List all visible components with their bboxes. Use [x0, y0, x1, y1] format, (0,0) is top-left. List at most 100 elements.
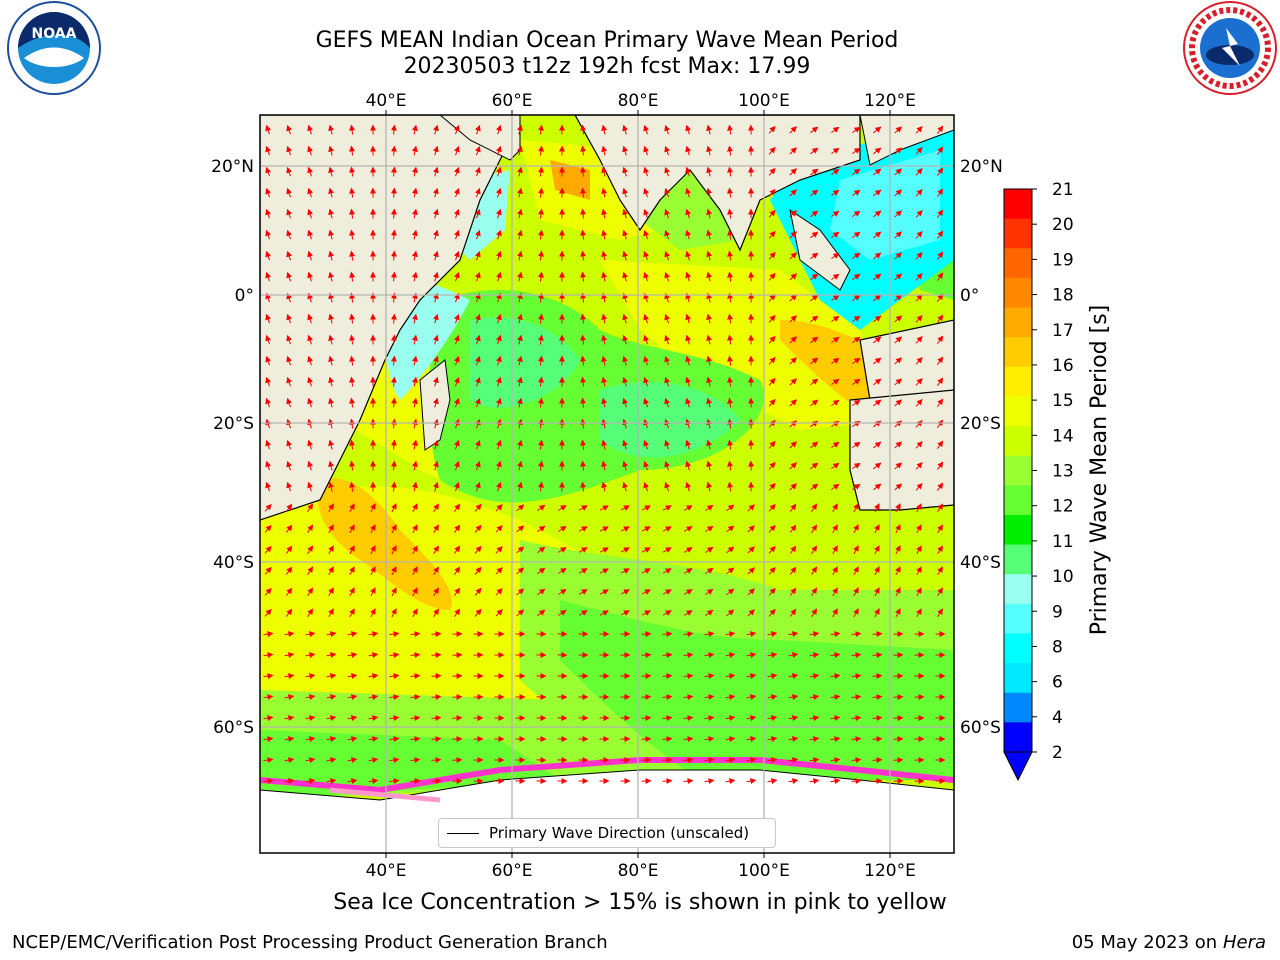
wave-arrow — [601, 250, 608, 261]
wave-arrow — [727, 334, 734, 345]
wave-arrow — [495, 376, 502, 387]
wave-arrow — [851, 778, 862, 785]
wave-arrow — [537, 504, 546, 512]
wave-arrow — [685, 229, 692, 240]
wave-arrow — [768, 524, 776, 533]
wave-arrow — [368, 673, 379, 680]
wave-arrow — [286, 229, 293, 240]
wave-arrow — [915, 293, 923, 302]
wave-arrow — [601, 187, 608, 198]
wave-arrow — [894, 399, 903, 407]
wave-arrow — [915, 377, 923, 386]
wave-arrow — [851, 631, 862, 638]
wave-arrow — [537, 609, 546, 617]
wave-arrow — [349, 208, 356, 219]
wave-arrow — [641, 568, 651, 574]
wave-arrow — [474, 124, 481, 135]
wave-arrow — [767, 694, 778, 701]
wave-arrow — [789, 126, 798, 134]
wave-arrow — [725, 778, 736, 785]
wave-arrow — [705, 525, 714, 533]
wave-arrow — [706, 460, 713, 471]
wave-arrow — [788, 715, 799, 722]
wave-arrow — [537, 166, 544, 177]
wave-arrow — [622, 145, 629, 156]
wave-arrow — [704, 778, 715, 785]
wave-arrow — [685, 355, 692, 366]
wave-arrow — [474, 545, 482, 554]
wave-arrow — [326, 778, 337, 785]
wave-arrow — [706, 376, 713, 387]
wave-arrow — [411, 271, 418, 282]
wave-arrow — [516, 250, 523, 261]
wave-arrow — [347, 736, 358, 743]
wave-arrow — [305, 736, 316, 743]
wave-arrow — [601, 439, 608, 450]
wave-arrow — [894, 462, 903, 470]
wave-arrow — [726, 567, 735, 575]
wave-arrow — [620, 505, 630, 511]
wave-arrow — [664, 355, 671, 366]
wave-arrow — [873, 147, 882, 155]
wave-arrow — [410, 673, 421, 680]
wave-arrow — [305, 694, 316, 701]
colorbar-band — [1004, 603, 1032, 634]
wave-arrow — [916, 545, 922, 555]
wave-arrow — [937, 566, 943, 576]
wave-arrow — [349, 566, 355, 576]
wave-arrow — [789, 420, 798, 428]
wave-arrow — [811, 566, 818, 576]
wave-arrow — [622, 334, 629, 345]
wave-arrow — [495, 481, 502, 492]
wave-arrow — [936, 419, 944, 428]
wave-arrow — [516, 271, 523, 282]
wave-arrow — [305, 757, 316, 764]
wave-arrow — [831, 357, 840, 365]
wave-arrow — [683, 589, 693, 595]
colorbar-band — [1004, 307, 1032, 338]
wave-arrow — [936, 209, 944, 218]
wave-arrow — [915, 146, 923, 155]
wave-arrow — [328, 355, 335, 366]
wave-arrow — [831, 168, 840, 176]
wave-arrow — [641, 589, 651, 595]
wave-arrow — [872, 673, 883, 680]
wave-arrow — [516, 588, 525, 596]
wave-arrow — [580, 166, 587, 177]
wave-arrow — [915, 272, 923, 281]
wave-arrow — [391, 566, 397, 576]
wave-arrow — [768, 335, 776, 344]
wave-arrow — [809, 715, 820, 722]
wave-arrow — [620, 547, 630, 553]
wave-arrow — [307, 145, 314, 156]
wave-arrow — [265, 355, 272, 366]
wave-arrow — [683, 568, 693, 574]
wave-arrow — [852, 483, 861, 491]
wave-arrow — [537, 546, 546, 554]
wave-arrow — [873, 483, 882, 491]
wave-arrow — [495, 418, 502, 429]
map-area — [260, 115, 954, 853]
wave-arrow — [284, 631, 295, 638]
wave-arrow — [390, 145, 397, 156]
wave-arrow — [389, 757, 400, 764]
wave-arrow — [326, 631, 337, 638]
colorbar-tick-label: 14 — [1052, 426, 1074, 446]
wave-arrow — [537, 418, 544, 429]
wave-arrow — [286, 208, 293, 219]
wave-arrow — [349, 524, 355, 534]
wave-arrow — [347, 757, 358, 764]
wave-arrow — [328, 587, 334, 597]
wave-arrow — [390, 439, 397, 450]
wave-arrow — [874, 545, 880, 555]
wave-arrow — [537, 250, 544, 261]
wave-arrow — [895, 524, 901, 534]
wave-arrow — [349, 166, 356, 177]
wave-arrow — [432, 439, 439, 450]
wave-arrow — [936, 314, 944, 323]
wave-arrow — [705, 609, 714, 617]
colorbar-band — [1004, 248, 1032, 279]
wave-arrow — [641, 778, 652, 785]
wave-arrow — [810, 147, 819, 155]
